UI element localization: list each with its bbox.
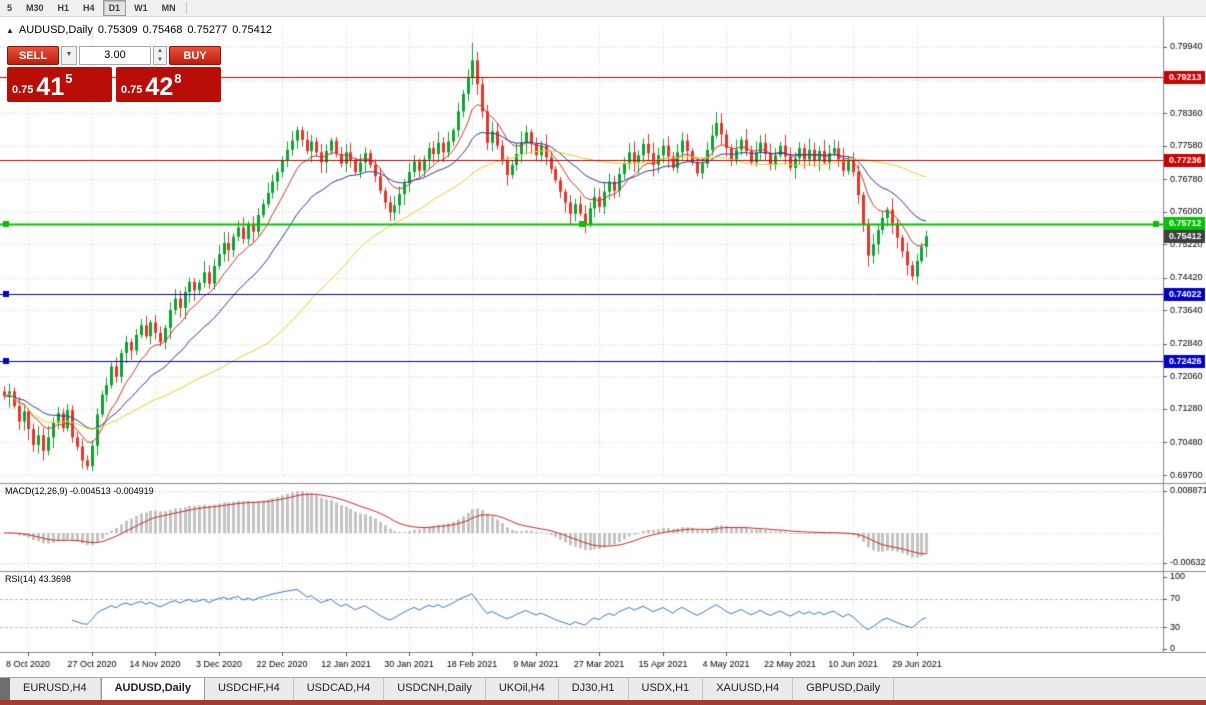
chevron-down-icon: ▼ xyxy=(65,51,73,58)
timeframe-button-m30[interactable]: M30 xyxy=(26,3,44,13)
chart-tab-eurusd-h4[interactable]: EURUSD,H4 xyxy=(10,678,101,700)
buy-button[interactable]: BUY xyxy=(169,46,221,65)
chart-symbol-label: AUDUSD,Daily xyxy=(18,24,93,36)
tab-scroll-button[interactable] xyxy=(0,678,10,700)
spinner-down-icon: ▼ xyxy=(157,56,163,63)
ohlc-open: 0.75309 xyxy=(97,24,138,36)
timeframe-button-h4[interactable]: H4 xyxy=(83,3,95,13)
ohlc-close: 0.75412 xyxy=(232,24,272,36)
macd-indicator-label: MACD(12,26,9) -0.004513 -0.004919 xyxy=(5,486,154,496)
macd-name: MACD(12,26,9) xyxy=(5,486,68,496)
bottom-status-strip xyxy=(0,700,1206,705)
timeframe-button-mn[interactable]: MN xyxy=(161,3,176,13)
timeframe-toolbar: 5 M30 H1 H4 D1 W1 MN xyxy=(0,0,1206,17)
chart-tab-usdx-h1[interactable]: USDX,H1 xyxy=(628,678,704,700)
chart-symbol-icon: ▲ xyxy=(6,25,14,35)
chart-tab-usdcad-h4[interactable]: USDCAD,H4 xyxy=(293,678,385,700)
macd-values: -0.004513 -0.004919 xyxy=(70,486,154,496)
buy-price-point: 8 xyxy=(174,71,182,86)
timeframe-button-h1[interactable]: H1 xyxy=(57,3,70,13)
toolbar-separator xyxy=(185,2,187,14)
timeframe-button-d1[interactable]: D1 xyxy=(102,0,127,16)
chart-tab-dj30-h1[interactable]: DJ30,H1 xyxy=(558,678,629,700)
rsi-name: RSI(14) xyxy=(5,574,37,584)
timeframe-button-w1[interactable]: W1 xyxy=(134,3,148,13)
one-click-trading-panel: SELL ▼ 3.00 ▲ ▼ BUY 0.75 41 5 0.75 42 8 xyxy=(7,46,221,102)
chart-tab-audusd-daily[interactable]: AUDUSD,Daily xyxy=(100,678,205,700)
spinner-up-icon: ▲ xyxy=(157,48,163,54)
chart-tab-usdcnh-daily[interactable]: USDCNH,Daily xyxy=(384,678,486,700)
chart-tab-bar: EURUSD,H4 AUDUSD,Daily USDCHF,H4 USDCAD,H4 U… xyxy=(0,677,1206,700)
sell-price-pips: 41 xyxy=(36,73,65,101)
ohlc-high: 0.75468 xyxy=(142,24,183,36)
chart-tab-ukoil-h4[interactable]: UKOil,H4 xyxy=(485,678,559,700)
buy-price-prefix: 0.75 xyxy=(121,84,143,96)
tab-bar-filler xyxy=(894,678,1206,700)
chart-tab-xauusd-h4[interactable]: XAUUSD,H4 xyxy=(703,678,794,700)
buy-price-pips: 42 xyxy=(145,73,174,101)
volume-input[interactable]: 3.00 xyxy=(79,46,151,65)
timeframe-button-5[interactable]: 5 xyxy=(7,3,13,13)
sell-price-prefix: 0.75 xyxy=(12,84,34,96)
chart-tab-usdchf-h4[interactable]: USDCHF,H4 xyxy=(204,678,294,700)
chart-title: ▲ AUDUSD,Daily 0.75309 0.75468 0.75277 0… xyxy=(6,24,272,36)
ohlc-low: 0.75277 xyxy=(187,24,228,36)
chart-window: ▲ AUDUSD,Daily 0.75309 0.75468 0.75277 0… xyxy=(0,17,1206,677)
rsi-indicator-label: RSI(14) 43.3698 xyxy=(5,574,71,584)
sell-price-point: 5 xyxy=(65,71,73,86)
buy-price-display[interactable]: 0.75 42 8 xyxy=(116,67,221,102)
sell-price-display[interactable]: 0.75 41 5 xyxy=(7,67,112,102)
price-chart-canvas[interactable] xyxy=(0,17,1206,677)
rsi-value: 43.3698 xyxy=(38,574,72,584)
order-type-dropdown[interactable]: ▼ xyxy=(61,46,77,65)
volume-stepper[interactable]: ▲ ▼ xyxy=(153,46,167,65)
sell-button[interactable]: SELL xyxy=(7,46,59,65)
chart-tab-gbpusd-daily[interactable]: GBPUSD,Daily xyxy=(793,678,895,700)
